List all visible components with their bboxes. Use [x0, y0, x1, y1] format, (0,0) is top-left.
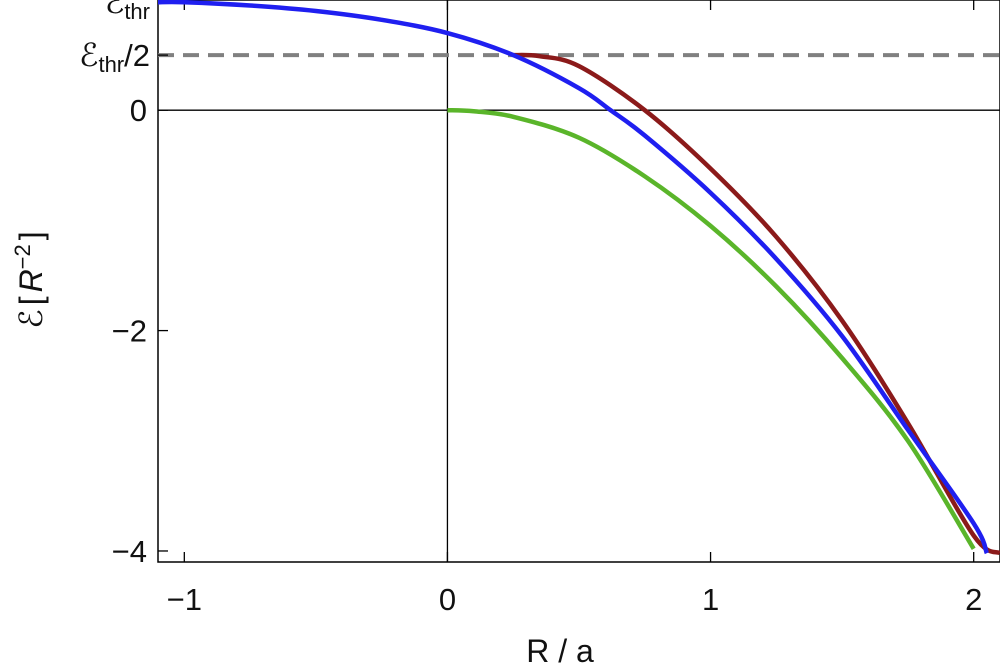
x-tick-label-1: 1: [702, 582, 719, 617]
y-tick-labels: 0 −2 −4: [112, 93, 147, 569]
y-tick-label-neg2: −2: [112, 314, 147, 349]
series-line-1: [157, 0, 989, 555]
y-axis-unit-base: R: [13, 269, 49, 292]
tick-marks: [158, 0, 975, 562]
y-axis-bracket-close: ]: [13, 231, 49, 240]
series-layer: [157, 0, 1000, 556]
y-axis-symbol: ℰ: [12, 309, 50, 328]
threshold-half-suffix: /2: [124, 38, 150, 73]
y-axis-unit-exponent: −2: [10, 244, 35, 269]
plot-frame: [157, 0, 1000, 563]
x-tick-label-neg1: −1: [167, 582, 202, 617]
x-tick-label-0: 0: [439, 582, 456, 617]
y-tick-label-neg4: −4: [112, 534, 147, 569]
y-axis-bracket-open: [: [13, 296, 49, 305]
y-tick-label-0: 0: [130, 93, 147, 128]
y-axis-title: ℰ [ R−2 ]: [10, 231, 50, 328]
threshold-subscript: thr: [124, 0, 150, 24]
series-line-2: [447, 107, 976, 550]
threshold-symbol: ℰ: [105, 0, 124, 21]
reference-lines: [158, 0, 1000, 562]
x-axis-title: R / a: [526, 633, 594, 669]
threshold-half-subscript: thr: [98, 52, 124, 77]
threshold-half-symbol: ℰ: [79, 36, 98, 74]
y-tick-label-threshold-half: ℰthr/2: [79, 36, 150, 77]
threshold-tick-labels: ℰthr ℰthr/2: [79, 0, 150, 77]
x-tick-labels: −1 0 1 2: [167, 582, 983, 617]
y-tick-label-threshold: ℰthr: [105, 0, 150, 24]
series-line-0: [513, 52, 1000, 556]
x-tick-label-2: 2: [965, 582, 982, 617]
